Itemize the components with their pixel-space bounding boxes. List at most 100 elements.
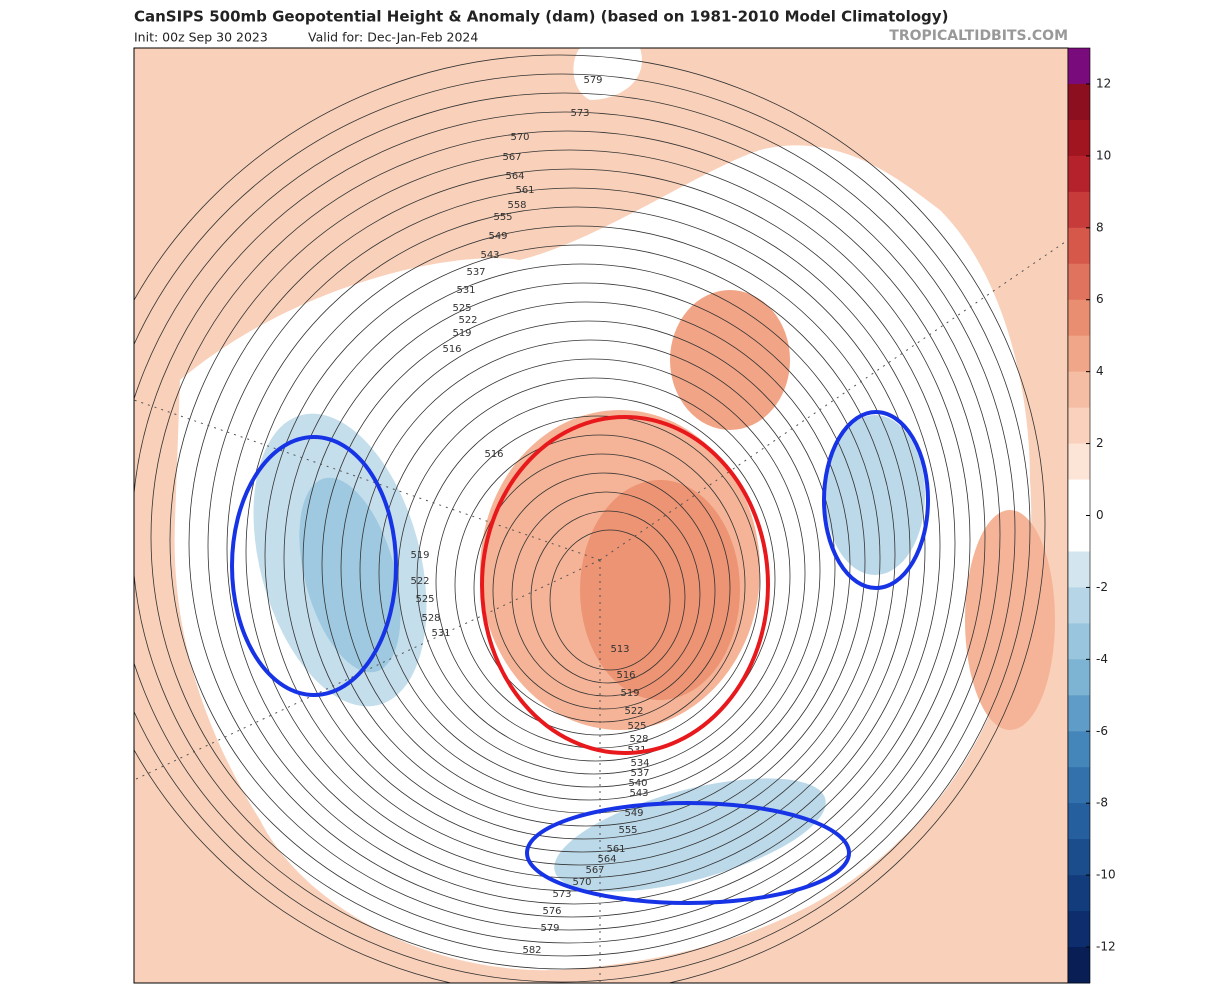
colorbar-tick-label: -6 xyxy=(1096,724,1108,738)
colorbar-segment xyxy=(1068,227,1090,265)
colorbar-segment xyxy=(1068,839,1090,876)
contour-label: 573 xyxy=(570,108,589,119)
contour-label: 534 xyxy=(630,758,649,769)
contour-label: 522 xyxy=(458,315,477,326)
contour-label: 522 xyxy=(410,576,429,587)
contour-label: 558 xyxy=(507,200,526,211)
annotation-ellipse xyxy=(230,435,398,697)
contour xyxy=(207,187,941,905)
colorbar-tick-label: 0 xyxy=(1096,508,1104,522)
colorbar-segment xyxy=(1068,587,1090,624)
graticule xyxy=(134,239,1068,983)
contour-label: 555 xyxy=(493,212,512,223)
negative-anomaly xyxy=(825,415,925,575)
colorbar-tick-label: 10 xyxy=(1096,148,1111,162)
colorbar-segment xyxy=(1068,659,1090,696)
contour-label: 540 xyxy=(628,778,647,789)
colorbar-tick-label: 2 xyxy=(1096,436,1104,450)
contour xyxy=(264,244,896,866)
colorbar-segment xyxy=(1068,443,1090,481)
contour xyxy=(188,168,956,918)
contour xyxy=(321,301,851,827)
colorbar-segment xyxy=(1068,371,1090,409)
contour xyxy=(134,54,1046,983)
contour xyxy=(134,73,1031,983)
contour-label: 567 xyxy=(585,865,604,876)
contour-label: 519 xyxy=(410,550,429,561)
colorbar-segment xyxy=(1068,335,1090,373)
contour-label: 516 xyxy=(616,670,635,681)
contour-label: 567 xyxy=(502,152,521,163)
annotation-ellipse xyxy=(525,801,851,905)
colorbar-tick-label: -8 xyxy=(1096,796,1108,810)
positive-anomaly xyxy=(965,510,1055,730)
contour-label: 573 xyxy=(552,889,571,900)
valid-time: Valid for: Dec-Jan-Feb 2024 xyxy=(308,30,478,45)
contour xyxy=(549,529,671,671)
init-time: Init: 00z Sep 30 2023 xyxy=(134,30,268,45)
colorbar-segment xyxy=(1068,83,1090,121)
contour xyxy=(134,92,1016,970)
colorbar-segment xyxy=(1068,803,1090,840)
contour xyxy=(283,263,881,853)
contour xyxy=(245,225,911,879)
colorbar-tick-label: 6 xyxy=(1096,292,1104,306)
contour-label: 525 xyxy=(452,303,471,314)
colorbar-tick-label: -4 xyxy=(1096,652,1108,666)
contour-label: 570 xyxy=(572,877,591,888)
contour xyxy=(492,472,716,710)
contour-label: 570 xyxy=(510,132,529,143)
contour-label: 519 xyxy=(620,688,639,699)
contour-label: 528 xyxy=(629,734,648,745)
contour-label: 525 xyxy=(415,594,434,605)
contour-label: 576 xyxy=(542,906,561,917)
contour xyxy=(302,282,866,840)
contour xyxy=(473,453,731,723)
map: 5795735705675645615585555495435375315255… xyxy=(134,48,1068,983)
contour-label: 516 xyxy=(442,344,461,355)
annotation-ellipse xyxy=(480,415,770,755)
positive-anomaly xyxy=(670,290,790,430)
contour xyxy=(150,130,986,944)
contour-label: 564 xyxy=(597,854,616,865)
contour-label: 555 xyxy=(618,825,637,836)
colorbar-segment xyxy=(1068,299,1090,337)
colorbar-segment xyxy=(1068,551,1090,588)
colorbar-segment xyxy=(1068,767,1090,804)
contour-label: 522 xyxy=(624,706,643,717)
colorbar-segment xyxy=(1068,911,1090,948)
colorbar-segment xyxy=(1068,515,1090,552)
contour-label: 537 xyxy=(466,267,485,278)
colorbar-segment xyxy=(1068,119,1090,157)
colorbar: 12 10 8 6 4 2 0 -2 -4 -6 -8 -10 -12 xyxy=(1067,47,1116,984)
colorbar-tick-label: 8 xyxy=(1096,220,1104,234)
contour-label: 543 xyxy=(480,250,499,261)
colorbar-segment xyxy=(1068,731,1090,768)
contour xyxy=(359,339,821,801)
colorbar-tick-label: -2 xyxy=(1096,580,1108,594)
contour-label: 579 xyxy=(540,923,559,934)
colorbar-segment xyxy=(1068,695,1090,732)
colorbar-tick-label: 4 xyxy=(1096,364,1104,378)
contour-label: 531 xyxy=(431,628,450,639)
colorbar-segment xyxy=(1068,155,1090,193)
colorbar-segment xyxy=(1068,407,1090,445)
colorbar-segment xyxy=(1068,875,1090,912)
contour xyxy=(511,491,701,697)
colorbar-segment xyxy=(1068,623,1090,660)
contour xyxy=(134,111,1001,957)
contour xyxy=(530,510,686,684)
neutral-region xyxy=(573,48,642,100)
contour-labels: 5795735705675645615585555495435375315255… xyxy=(410,75,649,956)
contour-label: 537 xyxy=(630,768,649,779)
contour xyxy=(416,396,776,762)
contour-label: 513 xyxy=(610,644,629,655)
contour-label: 528 xyxy=(421,613,440,624)
contour-label: 549 xyxy=(624,808,643,819)
contour-label: 516 xyxy=(484,449,503,460)
contour-label: 531 xyxy=(456,285,475,296)
contour xyxy=(397,377,791,775)
contour xyxy=(378,358,806,788)
